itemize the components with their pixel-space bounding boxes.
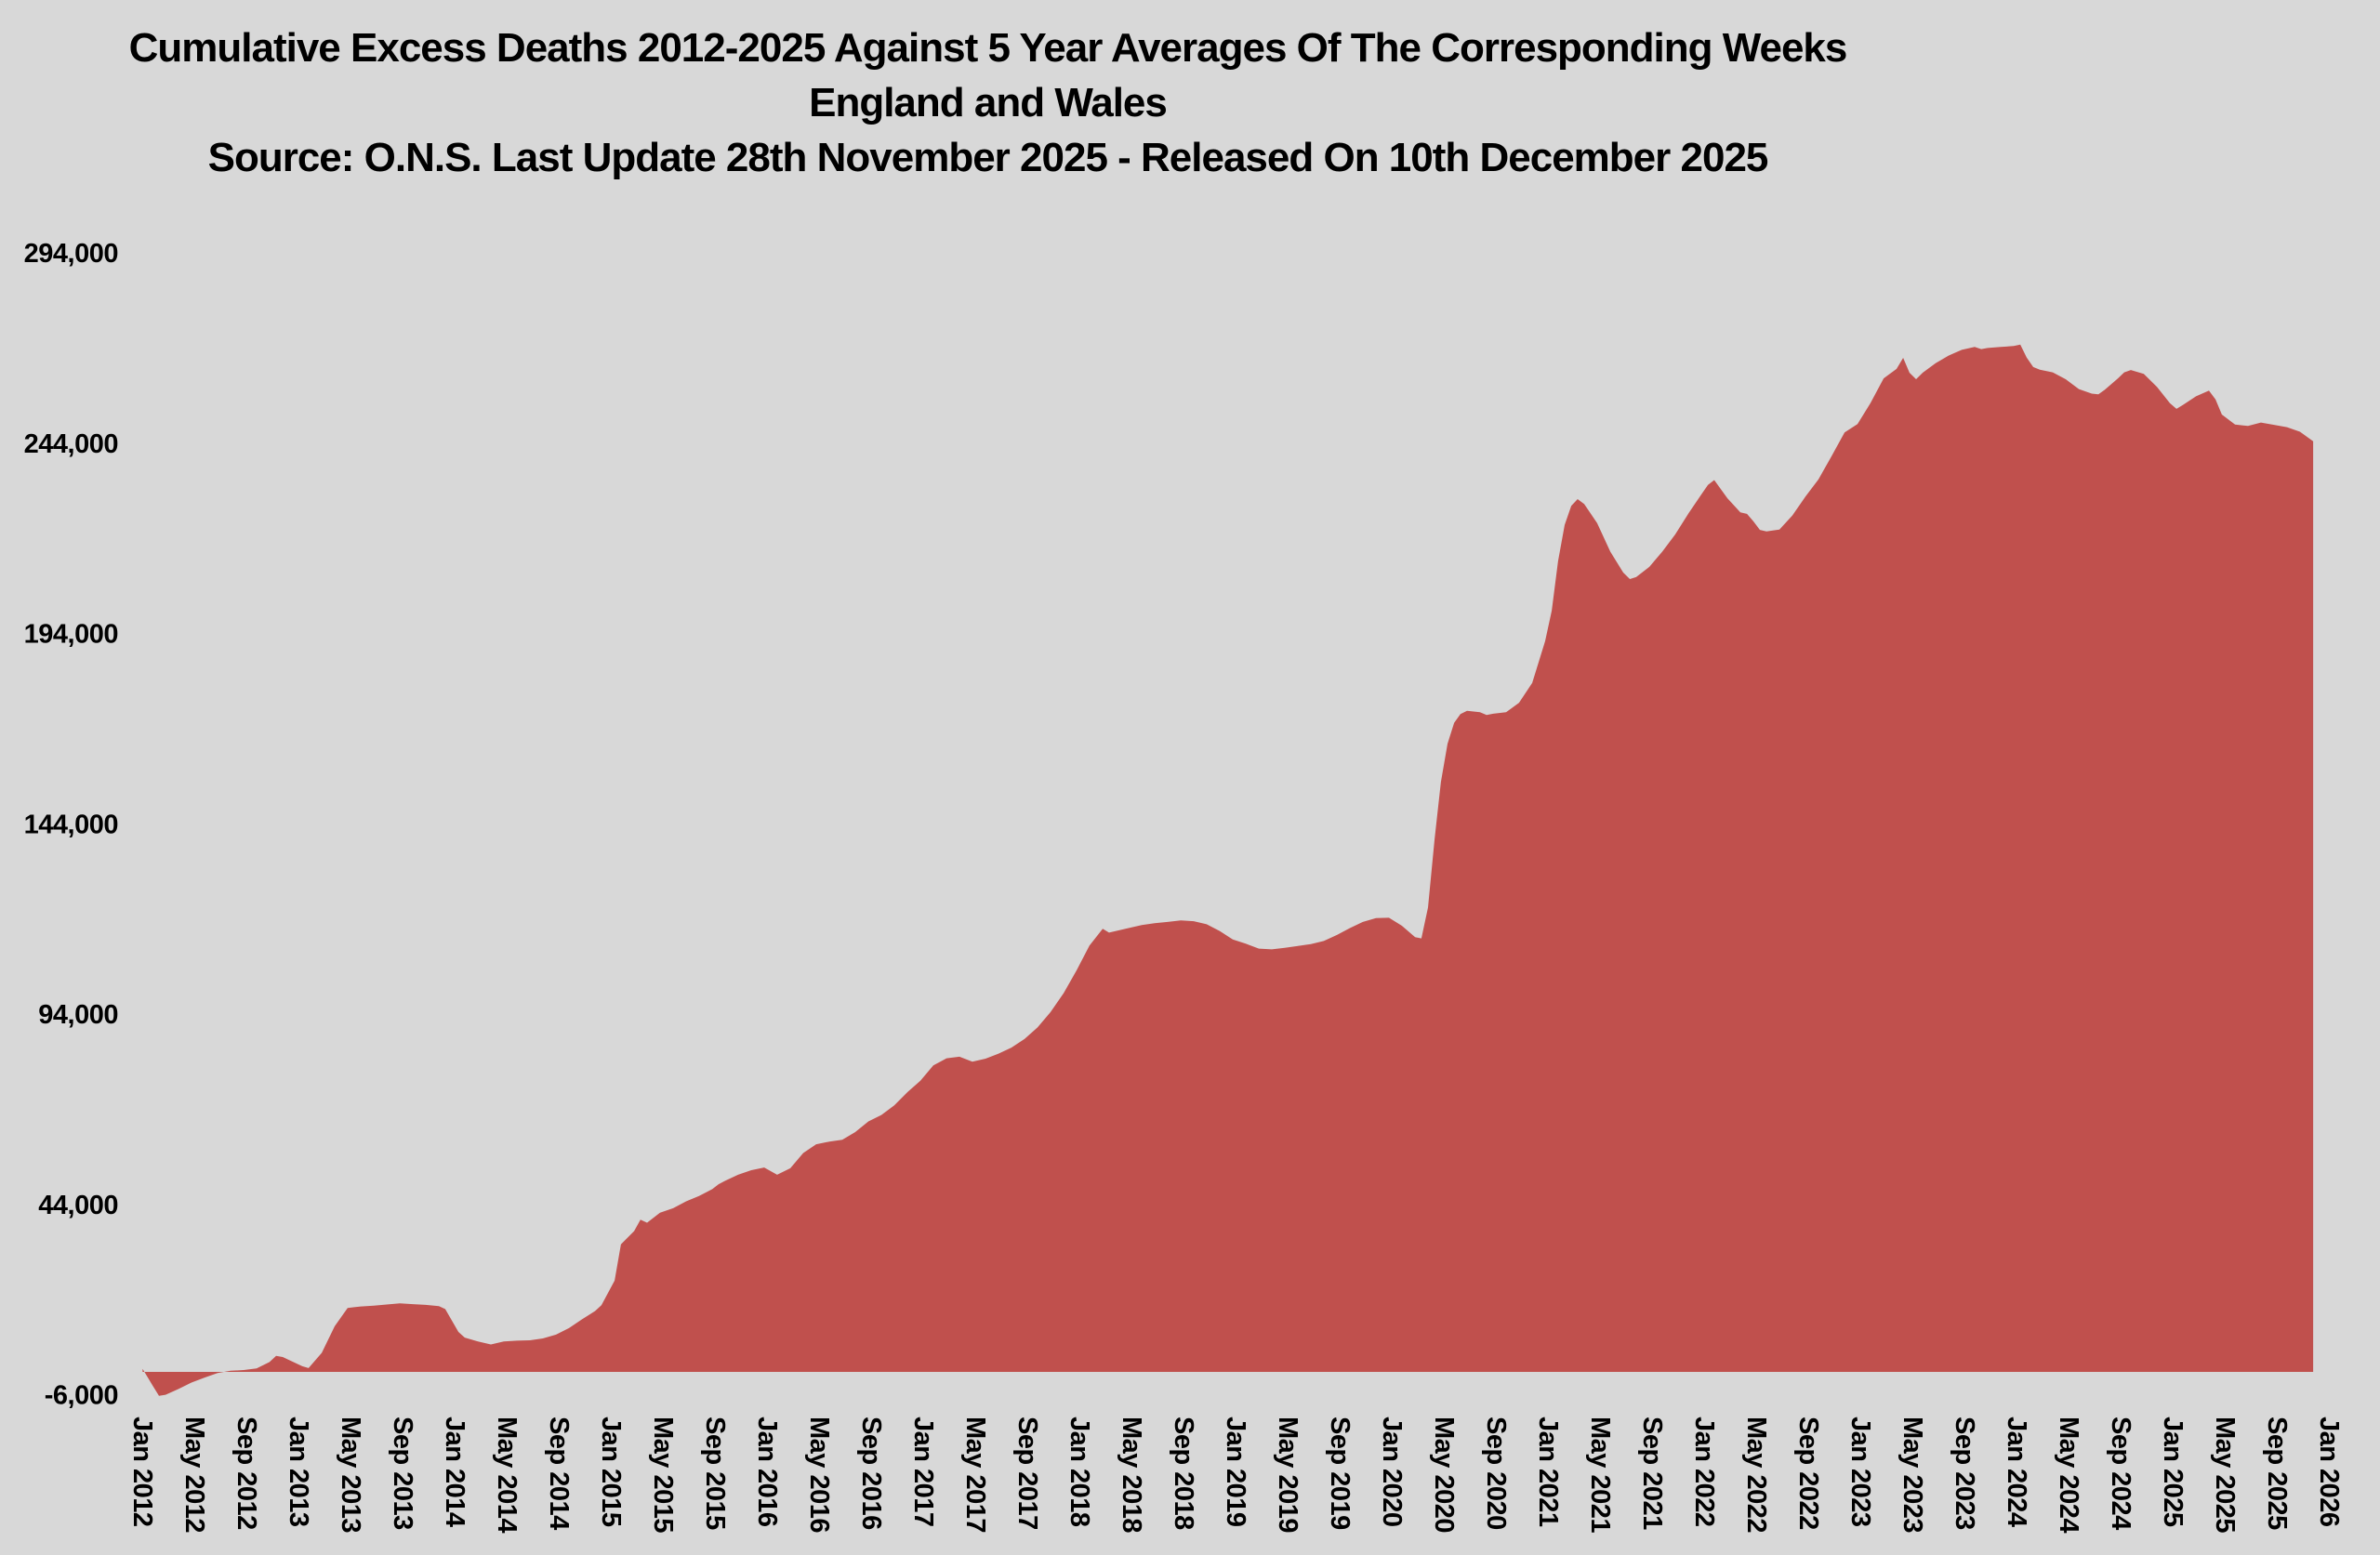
- x-axis-tick-label: Jan 2026: [2314, 1417, 2344, 1527]
- x-axis-tick-label: Sep 2019: [1325, 1417, 1355, 1530]
- y-axis-tick-label: 94,000: [38, 1000, 118, 1030]
- x-axis-tick-label: Sep 2020: [1481, 1417, 1511, 1530]
- y-axis-tick-label: 144,000: [24, 810, 118, 839]
- x-axis-tick-label: Jan 2012: [127, 1417, 157, 1527]
- x-axis-tick-label: May 2018: [1117, 1417, 1146, 1533]
- y-axis-tick-label: 244,000: [24, 429, 118, 459]
- x-axis-tick-label: May 2017: [960, 1417, 990, 1533]
- x-axis-tick-label: May 2012: [179, 1417, 209, 1533]
- x-axis-tick-label: May 2020: [1429, 1417, 1459, 1533]
- x-axis-tick-label: Sep 2014: [544, 1417, 574, 1530]
- x-axis-tick-label: Jan 2018: [1064, 1417, 1094, 1527]
- x-axis-tick-label: Sep 2013: [388, 1417, 417, 1530]
- x-axis-tick-label: Jan 2025: [2158, 1417, 2188, 1527]
- area-series-cumulative-excess-deaths: [142, 344, 2314, 1396]
- y-axis-tick-label: 294,000: [24, 239, 118, 269]
- x-axis-tick-label: Sep 2024: [2106, 1417, 2135, 1530]
- chart-title: Cumulative Excess Deaths 2012-2025 Again…: [128, 25, 1848, 71]
- y-axis-tick-label: 44,000: [38, 1191, 118, 1220]
- x-axis-tick-label: Jan 2016: [752, 1417, 782, 1527]
- x-axis-tick-label: Sep 2025: [2262, 1417, 2292, 1530]
- x-axis-tick-label: May 2021: [1585, 1417, 1615, 1533]
- x-axis-tick-label: May 2014: [492, 1417, 522, 1533]
- x-axis-tick-label: May 2025: [2210, 1417, 2240, 1533]
- x-axis-tick-label: May 2019: [1273, 1417, 1302, 1533]
- x-axis-tick-label: May 2016: [804, 1417, 834, 1533]
- x-axis-tick-label: Jan 2019: [1221, 1417, 1250, 1527]
- x-axis-tick-label: May 2015: [648, 1417, 678, 1533]
- x-axis-tick-label: Jan 2013: [284, 1417, 313, 1527]
- x-axis-tick-label: May 2013: [336, 1417, 365, 1533]
- x-axis-tick-label: Sep 2022: [1793, 1417, 1823, 1530]
- y-axis-tick-label: -6,000: [45, 1381, 118, 1411]
- x-axis-tick-label: Sep 2016: [856, 1417, 886, 1530]
- y-axis-labels: 294,000 244,000 194,000 144,000 94,000 44,000…: [24, 239, 119, 1411]
- chart-source: Source: O.N.S. Last Update 28th November…: [207, 135, 1769, 180]
- x-axis-tick-label: Sep 2015: [700, 1417, 730, 1530]
- x-axis-tick-label: Sep 2018: [1169, 1417, 1198, 1530]
- x-axis-tick-label: Sep 2021: [1637, 1417, 1667, 1530]
- x-axis-tick-label: Sep 2023: [1950, 1417, 1979, 1530]
- x-axis-tick-label: May 2022: [1741, 1417, 1771, 1533]
- x-axis-tick-label: Jan 2020: [1377, 1417, 1407, 1527]
- x-axis-labels: Jan 2012 May 2012 Sep 2012 Jan 2013 May 2013…: [127, 1417, 2344, 1533]
- x-axis-tick-label: Jan 2024: [2002, 1417, 2031, 1527]
- x-axis-tick-label: Jan 2023: [1845, 1417, 1875, 1527]
- x-axis-tick-label: May 2024: [2054, 1417, 2083, 1533]
- x-axis-tick-label: Jan 2014: [440, 1417, 469, 1527]
- x-axis-tick-label: Jan 2017: [908, 1417, 938, 1527]
- chart-title-block: Cumulative Excess Deaths 2012-2025 Again…: [0, 20, 1976, 185]
- x-axis-tick-label: Jan 2015: [596, 1417, 626, 1527]
- y-axis-tick-label: 194,000: [24, 620, 118, 650]
- x-axis-tick-label: Sep 2017: [1012, 1417, 1042, 1530]
- x-axis-tick-label: Jan 2021: [1533, 1417, 1563, 1527]
- x-axis-tick-label: May 2023: [1897, 1417, 1927, 1533]
- x-axis-tick-label: Sep 2012: [231, 1417, 261, 1530]
- chart-subtitle: England and Wales: [809, 80, 1168, 125]
- x-axis-tick-label: Jan 2022: [1689, 1417, 1719, 1527]
